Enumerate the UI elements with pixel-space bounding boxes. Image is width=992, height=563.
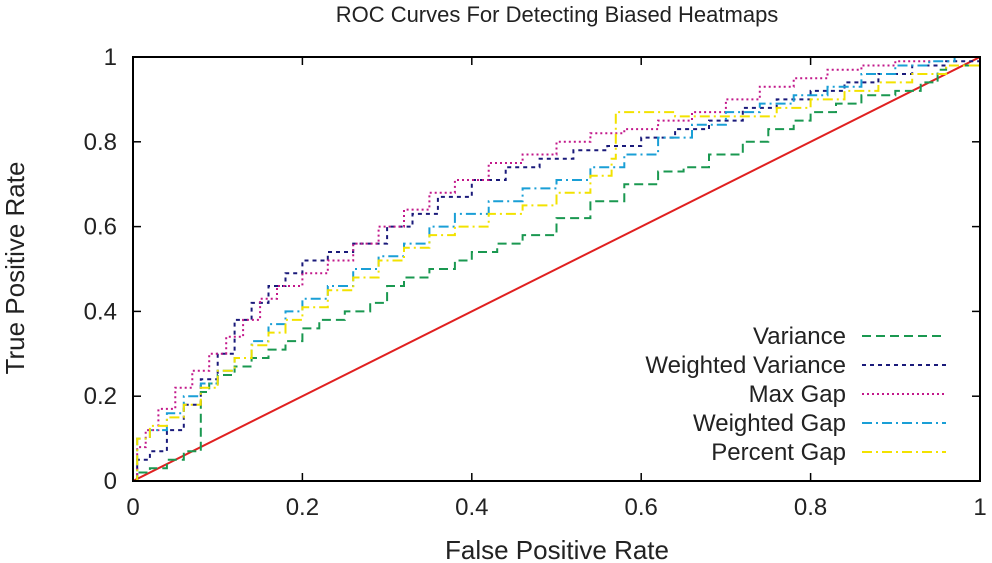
y-tick-label: 0.6 [84,214,117,241]
plot-frame [132,56,981,482]
y-tick-label: 0.2 [84,383,117,410]
series-line-weighted-gap [133,57,980,481]
x-tick-label: 1 [973,494,986,521]
series-line-percent-gap [133,57,980,481]
x-tick-label: 0.4 [455,494,488,521]
legend-label-weighted-gap: Weighted Gap [693,410,846,437]
legend-label-variance: Variance [753,323,846,350]
y-tick-label: 1 [104,44,117,71]
x-axis-title: False Positive Rate [445,535,669,563]
x-tick-label: 0.6 [625,494,658,521]
series-layer [133,57,980,481]
legend-label-weighted-variance: Weighted Variance [645,352,846,379]
chart-title: ROC Curves For Detecting Biased Heatmaps [336,2,779,27]
legend-label-percent-gap: Percent Gap [711,439,846,466]
y-tick-label: 0 [104,468,117,495]
x-tick-label: 0 [126,494,139,521]
y-axis-title: True Positive Rate [0,162,30,375]
series-line-max-gap [133,57,980,481]
legend-label-max-gap: Max Gap [749,381,846,408]
axis-ticks: 0 0.2 0.4 0.6 0.8 1 0 0.2 0.4 0.6 0.8 1 [84,44,987,521]
y-tick-label: 0.8 [84,129,117,156]
x-tick-label: 0.8 [794,494,827,521]
reference-diagonal-line [133,57,980,481]
x-tick-label: 0.2 [286,494,319,521]
y-tick-label: 0.4 [84,298,117,325]
